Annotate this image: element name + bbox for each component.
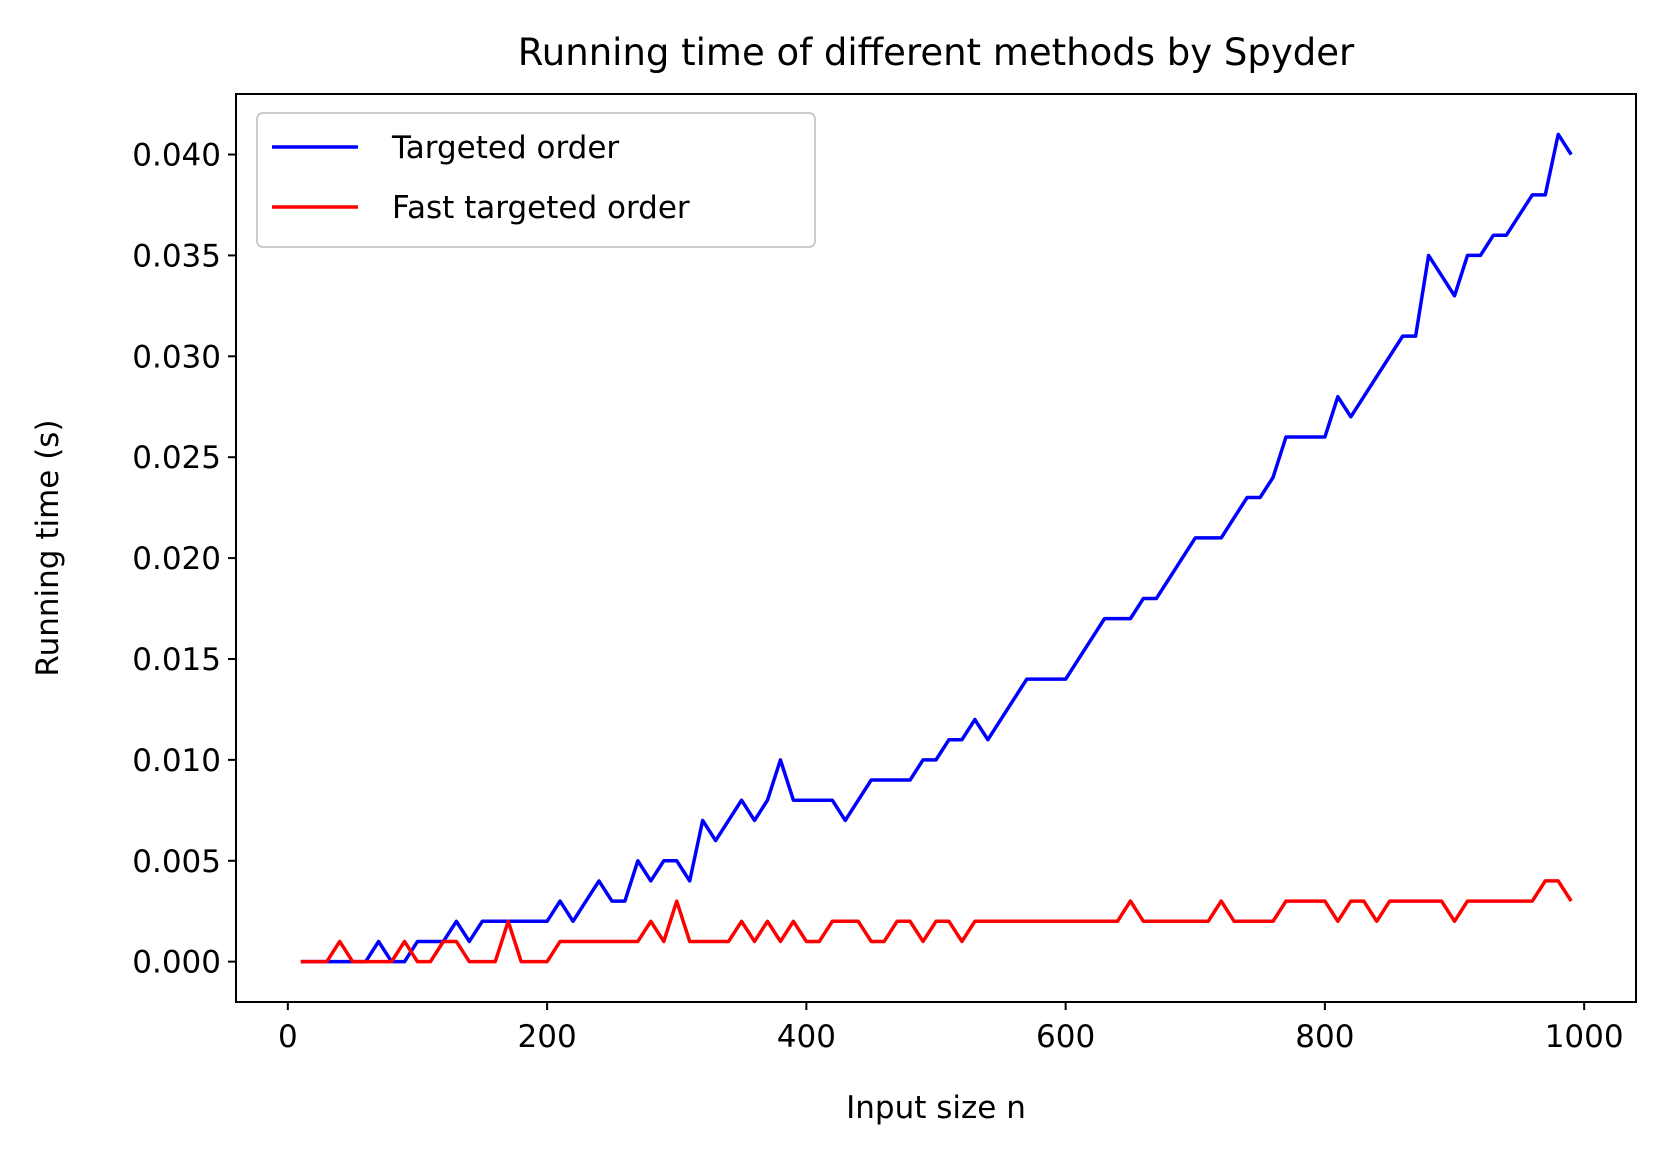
legend-box [256,112,816,248]
x-tick-label: 1000 [1545,1019,1624,1055]
legend-label-fast-targeted-order: Fast targeted order [392,190,690,226]
y-tick-label: 0.035 [132,238,221,274]
x-tick-label: 400 [777,1019,836,1055]
plot-lines [300,132,1573,964]
y-tick-label: 0.040 [132,138,221,174]
y-tick-label: 0.010 [132,743,221,779]
x-tick-label: 0 [278,1019,298,1055]
x-tick-label: 600 [1036,1019,1095,1055]
y-tick-label: 0.025 [132,440,221,476]
legend: Targeted order Fast targeted order [256,112,816,248]
y-tick-label: 0.030 [132,339,221,375]
x-axis-label: Input size n [846,1090,1026,1126]
y-tick-label: 0.020 [132,541,221,577]
y-axis-label: Running time (s) [30,419,66,676]
x-tick-label: 200 [518,1019,577,1055]
series-line-fast-targeted-order [300,879,1573,964]
x-axis: 0 200 400 600 800 1000 [278,1002,1624,1055]
legend-label-targeted-order: Targeted order [391,130,619,166]
chart-title: Running time of different methods by Spy… [518,31,1355,74]
x-tick-label: 800 [1295,1019,1354,1055]
y-tick-label: 0.015 [132,642,221,678]
y-tick-label: 0.000 [132,945,221,981]
y-axis: 0.000 0.005 0.010 0.015 0.020 0.025 0.030 0.035… [132,138,236,981]
y-tick-label: 0.005 [132,844,221,880]
plot-frame [235,93,1637,1003]
series-line-targeted-order [300,132,1573,964]
